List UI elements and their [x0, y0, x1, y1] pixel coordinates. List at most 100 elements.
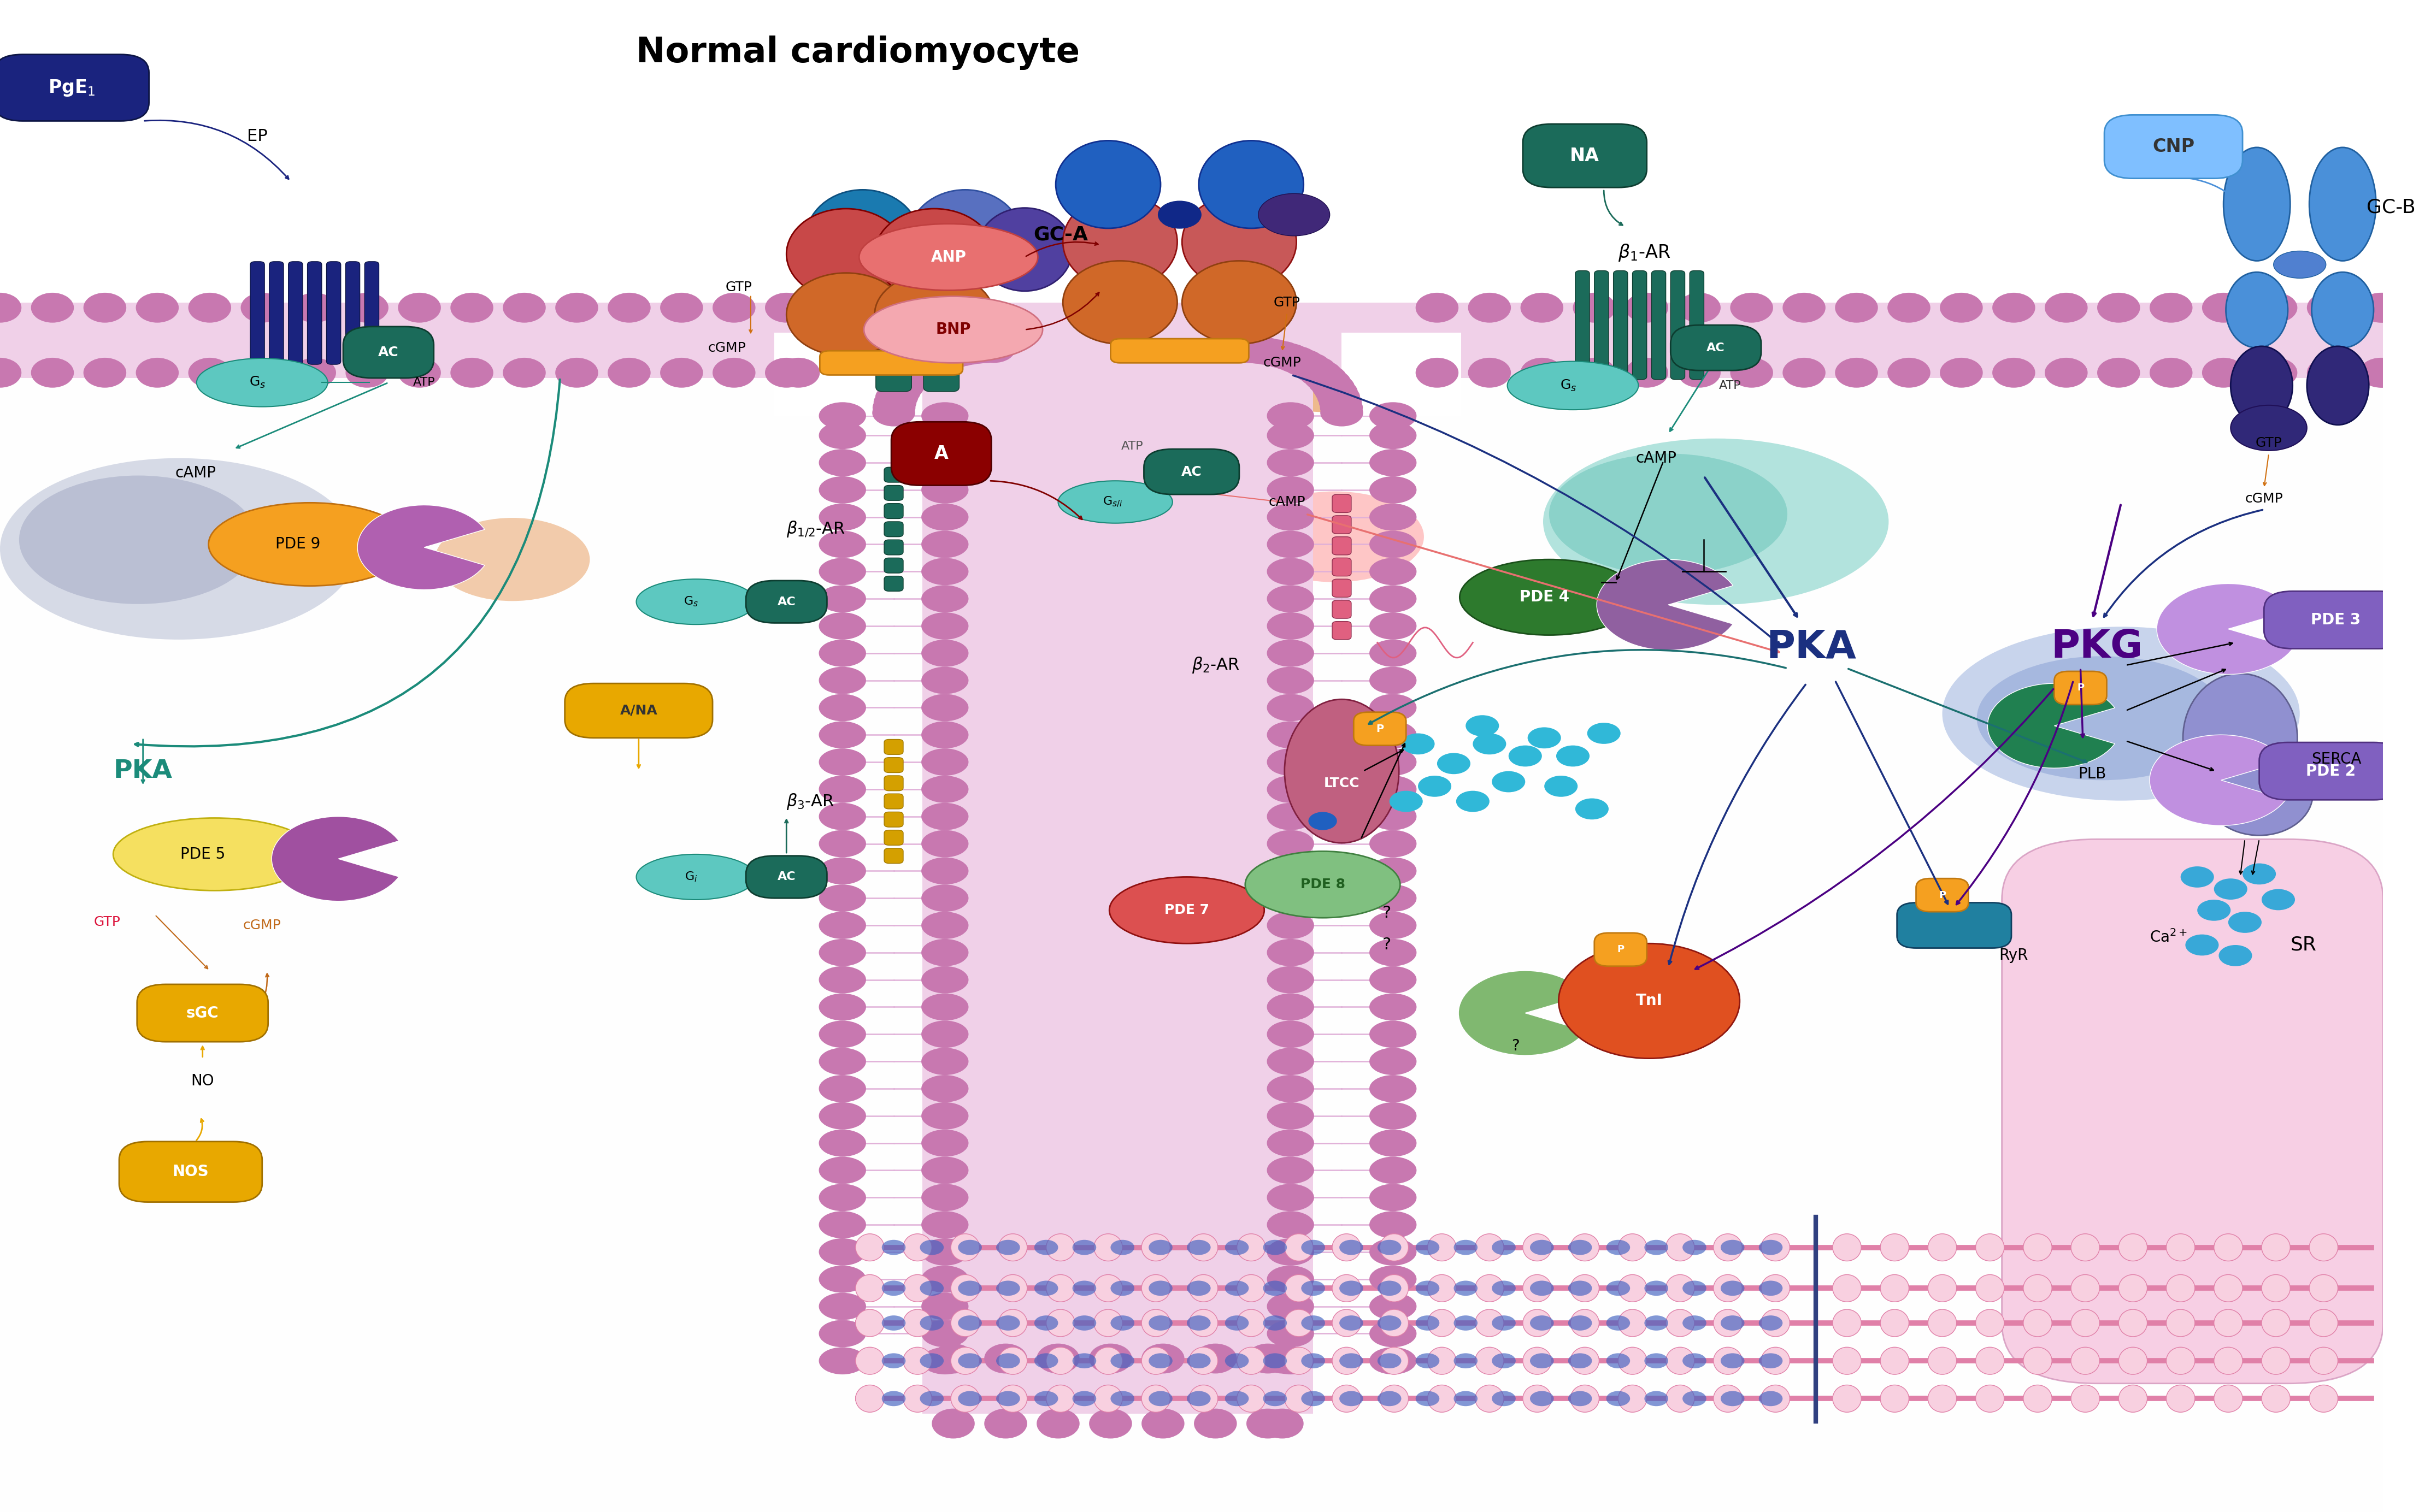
Ellipse shape — [881, 373, 924, 401]
Wedge shape — [1459, 971, 1587, 1055]
Ellipse shape — [820, 1347, 866, 1374]
Text: ATP: ATP — [414, 376, 435, 389]
Ellipse shape — [1570, 1385, 1599, 1412]
Circle shape — [958, 1353, 982, 1368]
Circle shape — [1188, 1315, 1210, 1331]
Circle shape — [1415, 1391, 1439, 1406]
Ellipse shape — [1761, 1347, 1790, 1374]
Ellipse shape — [786, 272, 905, 355]
FancyBboxPatch shape — [249, 262, 264, 364]
Ellipse shape — [196, 358, 327, 407]
Ellipse shape — [893, 360, 936, 387]
Text: EP: EP — [247, 129, 269, 144]
FancyBboxPatch shape — [0, 54, 150, 121]
Text: Normal cardiomyocyte: Normal cardiomyocyte — [636, 36, 1079, 70]
Ellipse shape — [1543, 438, 1889, 605]
Ellipse shape — [1928, 1234, 1957, 1261]
Ellipse shape — [1427, 1309, 1456, 1337]
Ellipse shape — [1282, 349, 1326, 376]
Ellipse shape — [1369, 1157, 1418, 1184]
Text: NA: NA — [1570, 147, 1599, 165]
Circle shape — [1684, 1353, 1705, 1368]
Text: G$_s$: G$_s$ — [1560, 378, 1577, 393]
Circle shape — [1340, 1315, 1364, 1331]
Ellipse shape — [1976, 1347, 2005, 1374]
Ellipse shape — [1834, 1309, 1860, 1337]
Ellipse shape — [1284, 1234, 1314, 1261]
Ellipse shape — [1093, 1234, 1122, 1261]
Circle shape — [1263, 1240, 1287, 1255]
Ellipse shape — [1190, 1275, 1217, 1302]
Ellipse shape — [902, 1309, 931, 1337]
Circle shape — [1415, 1353, 1439, 1368]
Circle shape — [1720, 1281, 1744, 1296]
Ellipse shape — [2310, 1385, 2337, 1412]
Ellipse shape — [922, 993, 968, 1021]
FancyBboxPatch shape — [343, 327, 433, 378]
Ellipse shape — [2022, 1385, 2051, 1412]
Ellipse shape — [951, 1347, 980, 1374]
Ellipse shape — [1316, 378, 1357, 405]
Circle shape — [1224, 1315, 1248, 1331]
Circle shape — [1035, 1391, 1057, 1406]
FancyBboxPatch shape — [119, 1142, 261, 1202]
Ellipse shape — [776, 358, 820, 387]
Ellipse shape — [1369, 1211, 1418, 1238]
Ellipse shape — [873, 389, 917, 416]
Circle shape — [1035, 1281, 1057, 1296]
Ellipse shape — [1836, 358, 1877, 387]
FancyBboxPatch shape — [1575, 271, 1589, 380]
Ellipse shape — [878, 378, 922, 405]
Text: AC: AC — [776, 871, 796, 883]
Circle shape — [1454, 1353, 1478, 1368]
Ellipse shape — [2119, 1234, 2148, 1261]
FancyBboxPatch shape — [1688, 271, 1703, 380]
Ellipse shape — [1834, 1385, 1860, 1412]
Ellipse shape — [1476, 1385, 1505, 1412]
Ellipse shape — [1045, 1347, 1074, 1374]
Ellipse shape — [1524, 1309, 1551, 1337]
Ellipse shape — [1570, 1347, 1599, 1374]
Circle shape — [997, 1353, 1021, 1368]
FancyBboxPatch shape — [1896, 903, 2010, 948]
Ellipse shape — [1369, 912, 1418, 939]
Ellipse shape — [2022, 1234, 2051, 1261]
Ellipse shape — [922, 558, 968, 585]
Ellipse shape — [1369, 1266, 1418, 1293]
Ellipse shape — [1268, 857, 1314, 885]
Circle shape — [1684, 1391, 1705, 1406]
Ellipse shape — [1284, 1347, 1314, 1374]
Ellipse shape — [1940, 293, 1984, 322]
Ellipse shape — [2308, 358, 2349, 387]
Ellipse shape — [1570, 1234, 1599, 1261]
Text: ?: ? — [1512, 1039, 1519, 1054]
Ellipse shape — [1369, 585, 1418, 612]
Ellipse shape — [1761, 1275, 1790, 1302]
Circle shape — [883, 1391, 905, 1406]
Circle shape — [1555, 745, 1589, 767]
FancyBboxPatch shape — [885, 812, 902, 827]
Text: cGMP: cGMP — [709, 342, 745, 354]
Ellipse shape — [1195, 1344, 1236, 1373]
FancyBboxPatch shape — [885, 503, 902, 519]
Circle shape — [1606, 1391, 1630, 1406]
Ellipse shape — [2262, 1347, 2291, 1374]
Bar — [1343, 333, 1461, 416]
Text: PDE 9: PDE 9 — [276, 537, 319, 552]
Ellipse shape — [2310, 1309, 2337, 1337]
Ellipse shape — [1427, 1234, 1456, 1261]
Ellipse shape — [2262, 1309, 2291, 1337]
FancyBboxPatch shape — [2003, 839, 2383, 1383]
Ellipse shape — [1618, 1275, 1647, 1302]
Circle shape — [1720, 1240, 1744, 1255]
Ellipse shape — [931, 1409, 975, 1438]
Ellipse shape — [1379, 1275, 1408, 1302]
Ellipse shape — [1524, 1275, 1551, 1302]
Ellipse shape — [450, 358, 493, 387]
Ellipse shape — [1268, 993, 1314, 1021]
Ellipse shape — [1318, 384, 1359, 411]
Ellipse shape — [965, 336, 1006, 363]
Text: ATP: ATP — [1720, 380, 1742, 392]
Ellipse shape — [2097, 293, 2141, 322]
Ellipse shape — [2201, 358, 2245, 387]
